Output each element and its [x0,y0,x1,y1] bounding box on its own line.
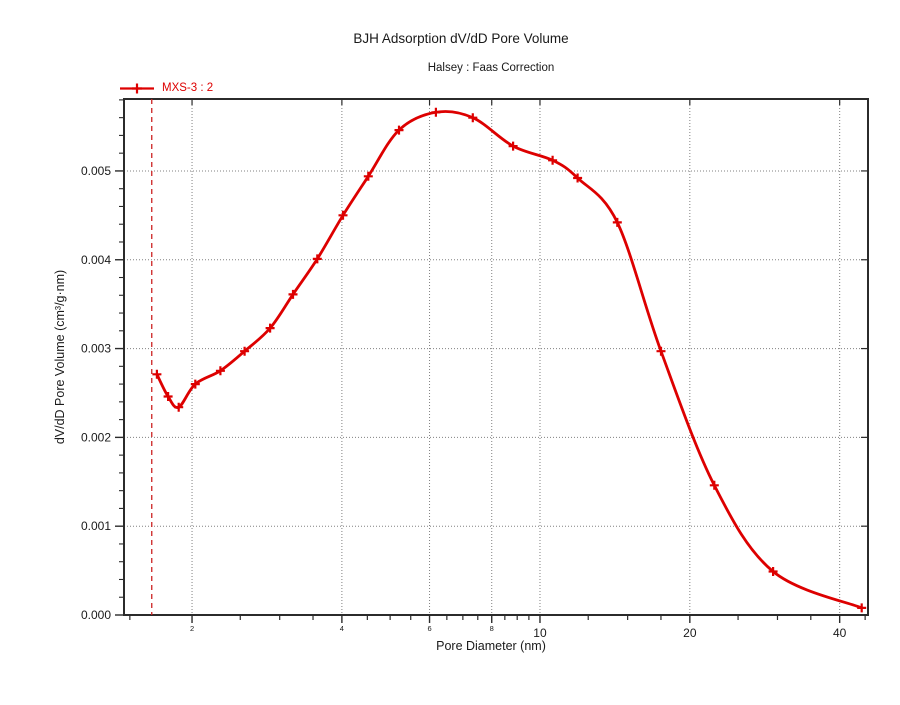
y-tick-label: 0.002 [81,430,111,444]
legend: MXS-3 : 2 [119,80,213,96]
x-tick-label: 10 [533,626,547,640]
y-tick-label: 0.005 [81,164,111,178]
x-tick-label: 2 [190,624,194,633]
x-tick-label: 40 [833,626,847,640]
y-tick-label: 0.000 [81,608,111,622]
y-axis-label: dV/dD Pore Volume (cm³/g·nm) [53,269,67,445]
chart-subtitle: Halsey : Faas Correction [427,62,555,74]
series-curve [155,110,864,610]
plot-border [123,98,869,616]
series-markers [152,107,867,613]
chart-title: BJH Adsorption dV/dD Pore Volume [353,31,569,46]
x-tick-label: 4 [340,624,344,633]
x-tick-label: 20 [683,626,697,640]
y-tick-label: 0.004 [81,253,111,267]
y-tick-label: 0.003 [81,342,111,356]
legend-series-label: MXS-3 : 2 [162,82,214,94]
y-tick-label: 0.001 [81,519,111,533]
x-tick-label: 8 [490,624,494,633]
x-axis-label: Pore Diameter (nm) [436,639,546,653]
x-tick-label: 6 [427,624,431,633]
legend-series-marker-icon [120,83,154,93]
